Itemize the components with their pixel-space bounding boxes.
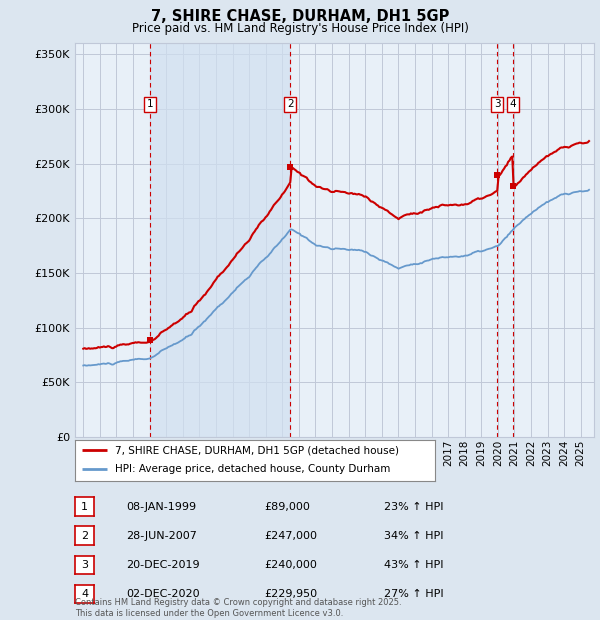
Text: 02-DEC-2020: 02-DEC-2020 <box>126 589 200 599</box>
Text: £89,000: £89,000 <box>264 502 310 512</box>
Text: Contains HM Land Registry data © Crown copyright and database right 2025.
This d: Contains HM Land Registry data © Crown c… <box>75 598 401 618</box>
Bar <box>150 43 290 437</box>
Text: 3: 3 <box>81 560 88 570</box>
Text: 2: 2 <box>81 531 88 541</box>
Text: 4: 4 <box>81 589 88 599</box>
Text: HPI: Average price, detached house, County Durham: HPI: Average price, detached house, Coun… <box>115 464 390 474</box>
Text: £229,950: £229,950 <box>264 589 317 599</box>
Text: 7, SHIRE CHASE, DURHAM, DH1 5GP: 7, SHIRE CHASE, DURHAM, DH1 5GP <box>151 9 449 24</box>
Text: 4: 4 <box>510 99 517 109</box>
Text: £247,000: £247,000 <box>264 531 317 541</box>
Text: 7, SHIRE CHASE, DURHAM, DH1 5GP (detached house): 7, SHIRE CHASE, DURHAM, DH1 5GP (detache… <box>115 445 398 455</box>
Text: 1: 1 <box>147 99 154 109</box>
Text: 3: 3 <box>494 99 500 109</box>
Text: 27% ↑ HPI: 27% ↑ HPI <box>384 589 443 599</box>
Text: 28-JUN-2007: 28-JUN-2007 <box>126 531 197 541</box>
Text: 2: 2 <box>287 99 294 109</box>
Text: Price paid vs. HM Land Registry's House Price Index (HPI): Price paid vs. HM Land Registry's House … <box>131 22 469 35</box>
Text: 08-JAN-1999: 08-JAN-1999 <box>126 502 196 512</box>
Text: 34% ↑ HPI: 34% ↑ HPI <box>384 531 443 541</box>
Text: 23% ↑ HPI: 23% ↑ HPI <box>384 502 443 512</box>
Text: 43% ↑ HPI: 43% ↑ HPI <box>384 560 443 570</box>
Text: 1: 1 <box>81 502 88 512</box>
Text: 20-DEC-2019: 20-DEC-2019 <box>126 560 200 570</box>
Text: £240,000: £240,000 <box>264 560 317 570</box>
